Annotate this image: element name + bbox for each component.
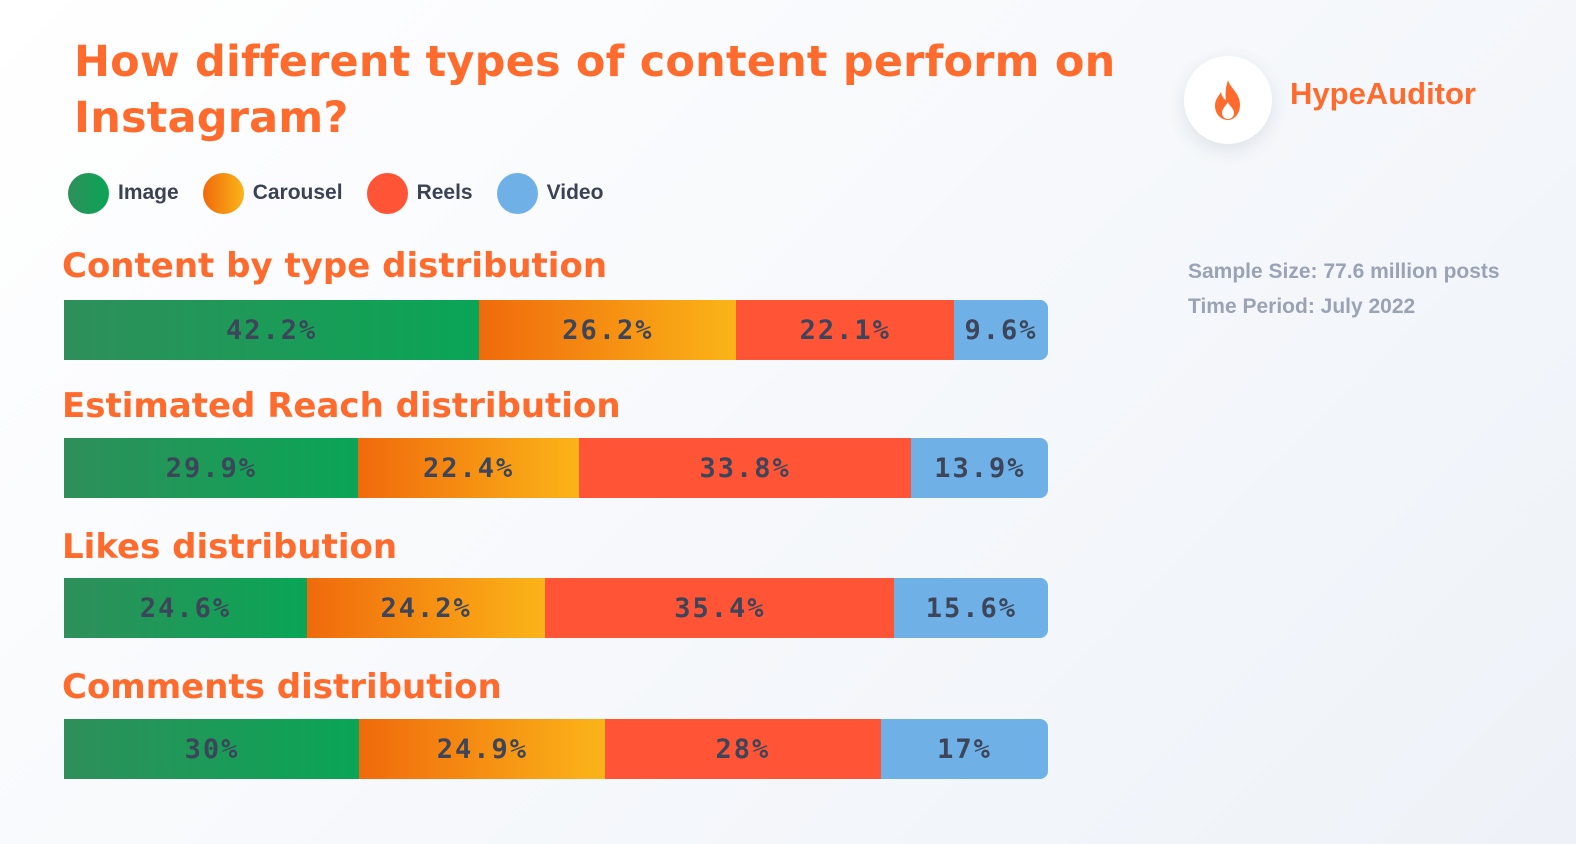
- legend-label-image: Image: [118, 181, 179, 204]
- legend-item-video: Video: [496, 172, 604, 214]
- data-label: 22.4%: [423, 452, 515, 484]
- data-label: 15.6%: [925, 592, 1017, 624]
- data-label: 9.6%: [964, 314, 1038, 346]
- stacked-bar: 24.6% 24.2% 35.4% 15.6%: [64, 578, 1048, 638]
- stacked-bar: 29.9% 22.4% 33.8% 13.9%: [64, 438, 1048, 498]
- section-title: Content by type distribution: [62, 246, 608, 286]
- legend-item-carousel: Carousel: [202, 172, 343, 214]
- legend: Image Carousel Reels Video: [68, 172, 627, 214]
- bar-segment-reels: 33.8%: [578, 438, 912, 498]
- stacked-bar: 42.2% 26.2% 22.1% 9.6%: [64, 300, 1048, 360]
- brand-logo: [1184, 56, 1272, 144]
- bar-segment-carousel: 26.2%: [478, 300, 737, 360]
- data-label: 13.9%: [934, 452, 1026, 484]
- bar-segment-image: 42.2%: [64, 300, 480, 360]
- data-label: 24.2%: [380, 592, 472, 624]
- sample-size: Sample Size: 77.6 million posts: [1188, 260, 1500, 283]
- bar-segment-reels: 28%: [604, 719, 882, 779]
- legend-item-image: Image: [68, 172, 179, 214]
- data-label: 33.8%: [699, 452, 791, 484]
- section-title: Likes distribution: [62, 527, 398, 567]
- bar-segment-video: 9.6%: [953, 300, 1048, 360]
- stacked-bar: 30% 24.9% 28% 17%: [64, 719, 1048, 779]
- bar-segment-video: 17%: [880, 719, 1048, 779]
- bar-segment-video: 15.6%: [894, 578, 1048, 638]
- section-title: Comments distribution: [62, 667, 502, 707]
- data-label: 29.9%: [165, 452, 257, 484]
- legend-item-reels: Reels: [366, 172, 473, 214]
- bar-segment-carousel: 24.9%: [359, 719, 606, 779]
- data-label: 42.2%: [226, 314, 318, 346]
- data-label: 26.2%: [562, 314, 654, 346]
- data-label: 35.4%: [674, 592, 766, 624]
- legend-swatch-reels: [366, 172, 408, 214]
- bar-segment-carousel: 24.2%: [306, 578, 546, 638]
- data-label: 24.6%: [139, 592, 232, 624]
- bar-segment-video: 13.9%: [911, 438, 1048, 498]
- data-label: 28%: [715, 733, 771, 765]
- legend-swatch-video: [496, 172, 538, 214]
- bar-segment-carousel: 22.4%: [358, 438, 580, 498]
- bar-segment-reels: 22.1%: [736, 300, 955, 360]
- data-label: 22.1%: [799, 314, 891, 346]
- legend-label-video: Video: [546, 181, 604, 204]
- chart-title: How different types of content perform o…: [74, 37, 1116, 143]
- data-label: 24.9%: [436, 733, 528, 765]
- time-period: Time Period: July 2022: [1188, 295, 1416, 318]
- legend-swatch-image: [68, 172, 109, 214]
- flame-icon: [1215, 80, 1240, 120]
- legend-label-carousel: Carousel: [252, 181, 343, 204]
- bar-segment-image: 30%: [64, 719, 360, 779]
- bar-segment-image: 24.6%: [64, 578, 308, 638]
- section-title: Estimated Reach distribution: [62, 386, 621, 426]
- data-label: 30%: [184, 733, 240, 765]
- data-label: 17%: [937, 733, 992, 765]
- brand-name: HypeAuditor: [1290, 76, 1476, 111]
- legend-label-reels: Reels: [416, 181, 473, 204]
- bar-segment-image: 29.9%: [64, 438, 359, 498]
- legend-swatch-carousel: [202, 172, 244, 214]
- bar-segment-reels: 35.4%: [545, 578, 895, 638]
